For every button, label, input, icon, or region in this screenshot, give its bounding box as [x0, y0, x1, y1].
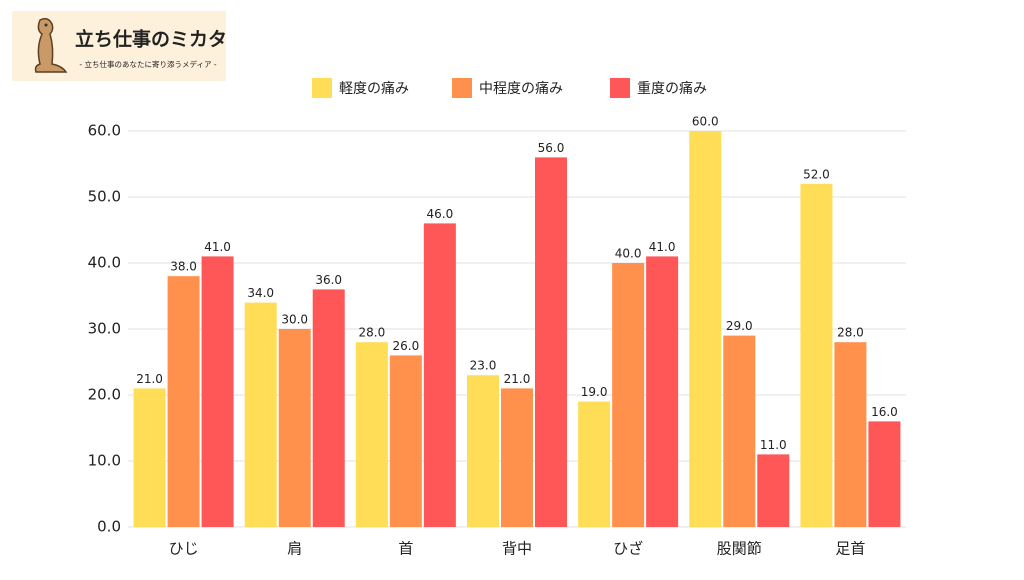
- bar: [868, 421, 901, 527]
- bar: [355, 342, 388, 527]
- x-tick-label: ひじ: [169, 540, 199, 558]
- value-label: 60.0: [692, 115, 719, 129]
- value-label: 30.0: [281, 313, 308, 327]
- bar: [689, 131, 722, 527]
- y-tick-label: 0.0: [97, 518, 121, 536]
- bar: [133, 388, 166, 527]
- value-label: 19.0: [581, 385, 608, 399]
- value-label: 41.0: [204, 240, 231, 254]
- value-label: 26.0: [392, 339, 419, 353]
- bar: [389, 355, 422, 527]
- y-tick-label: 30.0: [88, 320, 121, 338]
- x-tick-label: 首: [398, 540, 413, 558]
- legend-swatch: [452, 78, 472, 98]
- legend-swatch: [610, 78, 630, 98]
- x-tick-label: 背中: [502, 540, 532, 558]
- legend-swatch: [312, 78, 332, 98]
- legend-label: 中程度の痛み: [479, 80, 563, 97]
- meerkat-icon: [34, 17, 68, 73]
- bar: [423, 223, 456, 527]
- y-tick-label: 20.0: [88, 386, 121, 404]
- legend-label: 重度の痛み: [637, 80, 707, 97]
- bar: [167, 276, 200, 527]
- value-label: 11.0: [760, 438, 787, 452]
- x-tick-label: 股関節: [717, 540, 762, 558]
- value-label: 21.0: [504, 372, 531, 386]
- y-tick-label: 10.0: [88, 452, 121, 470]
- value-label: 38.0: [170, 260, 197, 274]
- brand-logo: 立ち仕事のミカタ - 立ち仕事のあなたに寄り添うメディア -: [12, 11, 227, 81]
- bar: [501, 388, 533, 527]
- bar: [535, 157, 567, 527]
- plot-area: 0.0 10.0 20.0 30.0 40.0 50.0 60.0 軽度の痛み 中程度の痛み 重度…: [88, 78, 906, 558]
- legend-label: 軽度の痛み: [339, 80, 409, 97]
- bar: [312, 289, 345, 527]
- bar: [612, 263, 645, 527]
- bar: [646, 256, 679, 527]
- value-label: 56.0: [538, 141, 565, 155]
- brand-subtitle: - 立ち仕事のあなたに寄り添うメディア -: [79, 59, 216, 69]
- value-label: 36.0: [315, 273, 342, 287]
- bar: [834, 342, 867, 527]
- value-label: 46.0: [426, 207, 453, 221]
- y-tick-label: 50.0: [88, 188, 121, 206]
- x-tick-label: ひざ: [613, 540, 643, 558]
- y-tick-label: 40.0: [88, 254, 121, 272]
- value-label: 21.0: [136, 372, 163, 386]
- value-label: 28.0: [358, 326, 385, 340]
- bar: [800, 183, 833, 528]
- bar: [723, 335, 756, 527]
- value-label: 23.0: [470, 359, 497, 373]
- bar: [244, 302, 277, 527]
- bar: [201, 256, 234, 527]
- brand-title: 立ち仕事のミカタ: [75, 28, 227, 51]
- bar: [467, 375, 499, 527]
- bar: [578, 401, 611, 527]
- value-label: 34.0: [247, 286, 274, 300]
- value-label: 52.0: [803, 167, 830, 181]
- value-label: 40.0: [615, 247, 642, 261]
- x-tick-label: 足首: [835, 540, 865, 558]
- bar: [757, 454, 790, 527]
- bar: [278, 329, 311, 527]
- value-label: 28.0: [837, 326, 864, 340]
- value-label: 41.0: [649, 240, 676, 254]
- x-tick-label: 肩: [287, 540, 302, 558]
- value-label: 29.0: [726, 319, 753, 333]
- y-tick-label: 60.0: [88, 122, 121, 140]
- value-label: 16.0: [871, 405, 898, 419]
